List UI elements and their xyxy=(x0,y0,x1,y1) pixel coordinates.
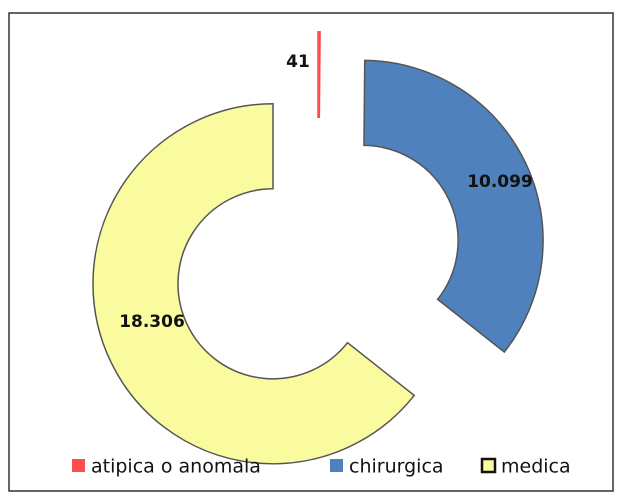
data-label: 10.099 xyxy=(467,172,533,192)
donut-segment xyxy=(317,31,321,119)
data-label: 41 xyxy=(286,52,310,72)
legend-label: chirurgica xyxy=(349,456,444,478)
legend-label: medica xyxy=(501,456,571,478)
legend-swatch xyxy=(330,459,343,472)
legend-swatch xyxy=(480,457,497,474)
legend-label: atipica o anomala xyxy=(91,456,261,478)
donut-segment xyxy=(363,59,544,354)
donut-segment xyxy=(92,103,416,465)
legend-swatch xyxy=(72,459,85,472)
data-label: 18.306 xyxy=(119,312,185,332)
